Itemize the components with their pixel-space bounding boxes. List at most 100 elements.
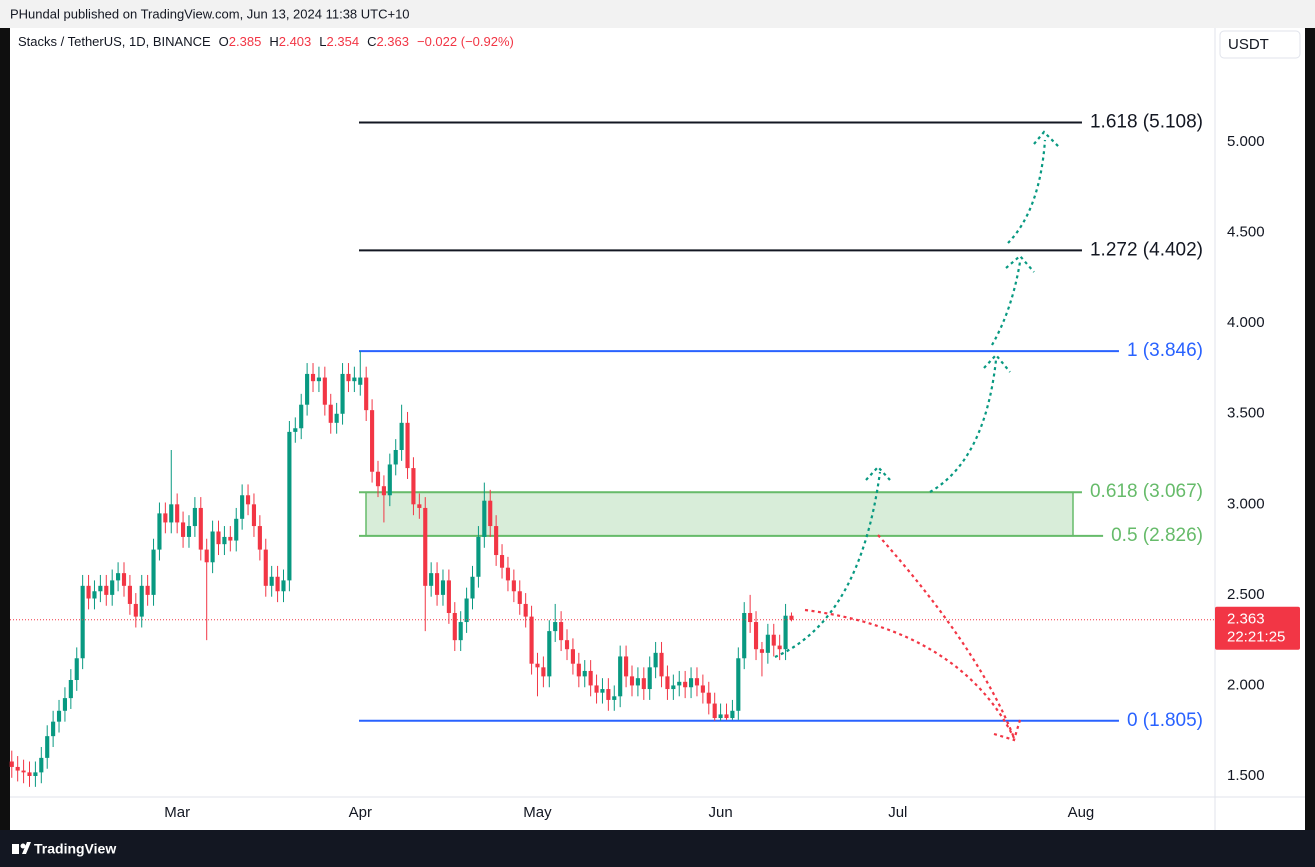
fib-label: 1.618 (5.108)	[1090, 112, 1203, 133]
candle-body	[62, 698, 68, 711]
candle-body	[600, 689, 605, 693]
candle-body	[765, 634, 770, 653]
candle-body	[612, 696, 617, 700]
x-tick-label: May	[523, 804, 552, 821]
candle-body	[33, 772, 38, 776]
projection-arrow	[804, 608, 1015, 739]
candle-body	[387, 464, 392, 496]
x-tick-label: Jun	[709, 804, 733, 821]
tv-logo	[12, 842, 31, 854]
x-tick-label: Mar	[164, 804, 190, 821]
candle-body	[564, 640, 570, 650]
candle-body	[121, 573, 127, 586]
candle-body	[157, 513, 162, 550]
candle-body	[777, 645, 782, 650]
candle-body	[665, 676, 670, 690]
candle-body	[305, 373, 310, 405]
projection-arrowhead	[1033, 130, 1061, 149]
candle-body	[263, 549, 268, 586]
candle-body	[494, 526, 499, 556]
candle-body	[364, 377, 369, 411]
candle-body	[370, 410, 375, 472]
candle-body	[411, 468, 416, 505]
candle-body	[234, 518, 239, 541]
candle-body	[251, 504, 257, 527]
candle-body	[151, 549, 156, 595]
candle-body	[293, 428, 298, 432]
currency-button[interactable]	[1219, 30, 1301, 59]
candle-body	[476, 536, 481, 577]
logo-mark	[20, 843, 26, 849]
candle-body	[405, 422, 410, 469]
candle-body	[145, 585, 150, 595]
candle-body	[110, 580, 115, 595]
candle-body	[488, 500, 493, 527]
candle-body	[789, 615, 794, 620]
candle-body	[576, 663, 581, 677]
candle-body	[340, 373, 345, 414]
candle-body	[482, 500, 487, 537]
projection-arrow	[877, 534, 1016, 739]
candle-body	[175, 504, 180, 523]
fib-label: 0 (1.805)	[1127, 710, 1203, 731]
candle-body	[210, 531, 215, 563]
currency-label[interactable]: USDT	[1228, 36, 1269, 53]
candle-body	[683, 681, 688, 688]
candle-body	[192, 507, 197, 527]
candle-body	[429, 573, 434, 586]
candle-body	[434, 573, 440, 595]
candle-body	[104, 585, 109, 595]
symbol: Stacks / TetherUS, 1D, BINANCE	[18, 34, 211, 49]
logo-mark	[12, 844, 19, 854]
y-tick-label: 2.000	[1227, 676, 1265, 693]
candle-body	[624, 656, 629, 677]
candle-body	[629, 676, 635, 686]
logo-mark	[22, 842, 31, 854]
candle-body	[659, 652, 664, 677]
ohlc-value: 2.354	[327, 34, 360, 49]
candle-body	[92, 591, 97, 599]
candle-body	[688, 678, 694, 688]
candle-body	[671, 685, 676, 690]
candle-body	[547, 631, 552, 677]
candle-body	[423, 507, 428, 586]
candle-body	[653, 652, 658, 668]
candle-body	[310, 373, 316, 382]
candle-body	[322, 377, 327, 405]
projection-arrow	[991, 261, 1022, 346]
x-tick-label: Aug	[1068, 804, 1095, 821]
candle-body	[245, 495, 251, 505]
candle-body	[346, 373, 351, 382]
candle-body	[452, 612, 457, 641]
candle-body	[39, 757, 44, 773]
x-tick-label: Jul	[888, 804, 907, 821]
ohlc-key: O	[219, 34, 229, 49]
footer-bar	[0, 830, 1315, 867]
candle-body	[647, 667, 652, 690]
candle-body	[169, 504, 174, 523]
ohlc-value: 2.403	[279, 34, 312, 49]
candle-body	[641, 678, 646, 690]
ohlc-value: 2.385	[229, 34, 262, 49]
fib-label: 0.5 (2.826)	[1111, 525, 1203, 546]
candle-body	[511, 580, 516, 592]
y-tick-label: 4.500	[1227, 224, 1265, 241]
candle-body	[446, 580, 451, 613]
candle-body	[718, 714, 723, 719]
candle-body	[458, 622, 463, 641]
candle-body	[275, 576, 280, 592]
fib-label: 1.272 (4.402)	[1090, 239, 1203, 260]
candle-body	[517, 591, 522, 604]
projections	[774, 130, 1061, 742]
candle-body	[582, 670, 587, 677]
candle-body	[724, 714, 729, 719]
candle-body	[381, 486, 386, 496]
ohlc-key: H	[269, 34, 278, 49]
candle-body	[588, 670, 593, 686]
candle-body	[541, 667, 546, 677]
fib-label: 0.618 (3.067)	[1090, 481, 1203, 502]
candle-body	[287, 431, 292, 581]
candle-body	[204, 549, 209, 563]
projection-arrowhead	[993, 719, 1022, 742]
